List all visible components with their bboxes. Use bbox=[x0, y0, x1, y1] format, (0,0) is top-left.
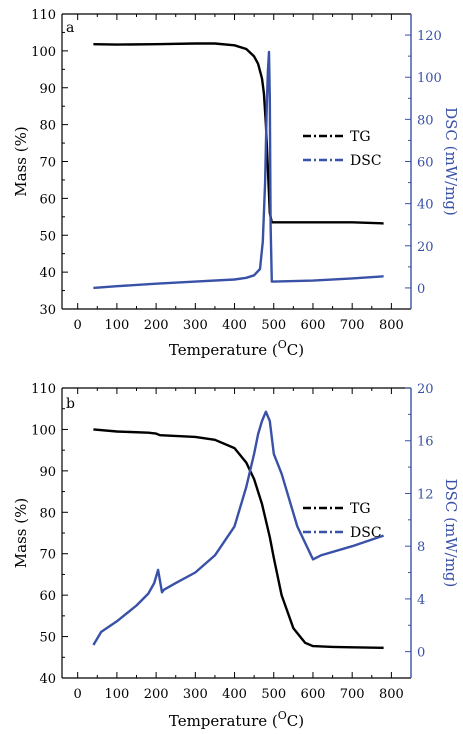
x-tick-label: 500 bbox=[261, 687, 286, 702]
series-tg-line bbox=[93, 44, 383, 224]
y2-tick-label: 12 bbox=[417, 487, 434, 502]
y-tick-label: 90 bbox=[39, 82, 56, 97]
x-tick-label: 200 bbox=[144, 318, 169, 333]
y-tick-label: 90 bbox=[39, 465, 56, 480]
x-tick-label: 100 bbox=[104, 318, 129, 333]
x-tick-label: 500 bbox=[261, 318, 286, 333]
y-tick-label: 80 bbox=[39, 119, 56, 134]
y2-tick-label: 20 bbox=[417, 382, 434, 397]
series-dsc-line bbox=[93, 52, 383, 288]
x-axis-title-text: Temperature ( bbox=[169, 712, 278, 730]
x-axis-title: Temperature (OC) bbox=[169, 709, 304, 730]
x-tick-label: 600 bbox=[301, 318, 326, 333]
y2-tick-label: 100 bbox=[417, 71, 442, 86]
panel-a: 0 100 200 300 400 500 600 700 800304050607080901… bbox=[12, 8, 460, 359]
x-tick-label: 700 bbox=[340, 687, 365, 702]
y-tick-label: 40 bbox=[39, 266, 56, 281]
y-tick-label: 40 bbox=[39, 672, 56, 687]
y2-tick-label: 20 bbox=[417, 240, 434, 255]
x-tick-label: 400 bbox=[222, 318, 247, 333]
y-tick-label: 50 bbox=[39, 229, 56, 244]
panel-label: b bbox=[66, 396, 75, 412]
y-tick-label: 80 bbox=[39, 506, 56, 521]
y-tick-label: 60 bbox=[39, 589, 56, 604]
y-tick-label: 110 bbox=[31, 8, 56, 23]
x-tick-label: 0 bbox=[74, 687, 82, 702]
y-tick-label: 60 bbox=[39, 192, 56, 207]
y-tick-label: 100 bbox=[31, 423, 56, 438]
x-tick-label: 0 bbox=[74, 318, 82, 333]
y-tick-label: 30 bbox=[39, 303, 56, 318]
x-axis-title: Temperature (OC) bbox=[169, 338, 304, 359]
y2-tick-label: 40 bbox=[417, 198, 434, 213]
panel-b: 0 100 200 300 400 500 600 700 800405060708090100… bbox=[12, 382, 460, 730]
y-tick-label: 70 bbox=[39, 156, 56, 171]
y-tick-label: 100 bbox=[31, 45, 56, 60]
y-tick-label: 70 bbox=[39, 548, 56, 563]
x-axis-title-degree: O bbox=[278, 709, 287, 722]
y-tick-label: 110 bbox=[31, 382, 56, 397]
y2-tick-label: 4 bbox=[417, 593, 425, 608]
y-tick-label: 50 bbox=[39, 631, 56, 646]
y2-axis-title: DSC (mW/mg) bbox=[442, 107, 460, 216]
series-tg-line bbox=[93, 429, 383, 647]
y2-axis-title: DSC (mW/mg) bbox=[442, 479, 460, 588]
y2-tick-label: 80 bbox=[417, 113, 434, 128]
x-tick-label: 800 bbox=[379, 687, 404, 702]
x-tick-label: 700 bbox=[340, 318, 365, 333]
panel-label: a bbox=[66, 20, 74, 36]
y-axis-title: Mass (%) bbox=[12, 126, 30, 196]
x-tick-label: 600 bbox=[301, 687, 326, 702]
x-tick-label: 800 bbox=[379, 318, 404, 333]
x-tick-label: 200 bbox=[144, 687, 169, 702]
y2-tick-label: 16 bbox=[417, 435, 434, 450]
x-axis-title-text: Temperature ( bbox=[169, 341, 278, 359]
y2-tick-label: 120 bbox=[417, 29, 442, 44]
legend-label-tg: TG bbox=[350, 129, 371, 145]
x-tick-label: 100 bbox=[104, 687, 129, 702]
x-tick-label: 300 bbox=[183, 318, 208, 333]
y2-tick-label: 0 bbox=[417, 646, 425, 661]
x-axis-title-unit: C) bbox=[287, 712, 304, 730]
legend-label-dsc: DSC bbox=[350, 153, 382, 169]
series-dsc-line bbox=[93, 412, 383, 645]
x-tick-label: 400 bbox=[222, 687, 247, 702]
y-axis-title: Mass (%) bbox=[12, 498, 30, 568]
x-tick-label: 300 bbox=[183, 687, 208, 702]
legend-label-dsc: DSC bbox=[350, 525, 382, 541]
y2-tick-label: 60 bbox=[417, 156, 434, 171]
x-axis-title-unit: C) bbox=[287, 341, 304, 359]
x-axis-title-degree: O bbox=[278, 338, 287, 351]
legend-label-tg: TG bbox=[350, 501, 371, 517]
y2-tick-label: 8 bbox=[417, 540, 425, 555]
y2-tick-label: 0 bbox=[417, 282, 425, 297]
